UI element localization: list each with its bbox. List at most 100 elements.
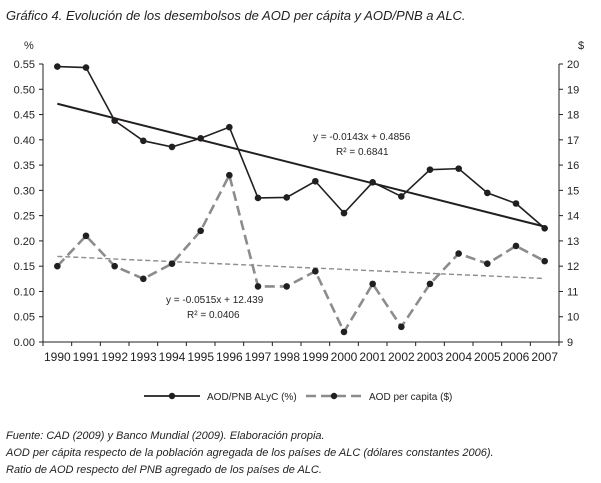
data-point-gnb [283, 194, 290, 201]
left-tick-label: 0.55 [14, 59, 35, 71]
x-tick-label: 2002 [388, 350, 415, 364]
left-tick-label: 0.15 [14, 261, 35, 273]
left-tick-label: 0.35 [14, 160, 35, 172]
data-point-gnb [226, 123, 233, 131]
footnote-per-capita: AOD per cápita respecto de la población … [6, 447, 494, 459]
legend-label-gnb: AOD/PNB ALyC (%) [207, 392, 297, 403]
legend-marker-pc [330, 392, 338, 400]
x-tick-label: 1994 [159, 350, 186, 364]
data-point-pc [54, 262, 61, 270]
data-point-pc [426, 280, 434, 288]
data-point-gnb [197, 135, 204, 142]
data-point-gnb [168, 143, 176, 151]
data-point-pc [512, 242, 520, 250]
left-tick-label: 0.05 [14, 312, 35, 324]
x-tick-label: 1999 [302, 350, 329, 364]
data-point-gnb [484, 189, 491, 197]
legend-label-pc: AOD per capita ($) [369, 392, 452, 403]
left-tick-label: 0.25 [14, 211, 35, 223]
data-point-gnb [111, 117, 118, 124]
trend-r2-gnb: R² = 0.6841 [336, 147, 389, 158]
left-tick-label: 0.40 [14, 135, 35, 147]
data-point-pc [140, 275, 147, 283]
data-point-pc [82, 232, 90, 240]
x-tick-label: 2003 [417, 350, 444, 364]
legend-marker-gnb [168, 392, 176, 400]
trend-r2-pc: R² = 0.0406 [187, 310, 240, 321]
left-tick-label: 0.45 [14, 110, 35, 122]
right-tick-label: 18 [567, 110, 579, 122]
x-tick-label: 2000 [331, 350, 358, 364]
x-tick-label: 2006 [503, 350, 530, 364]
series-line-gnb [57, 65, 546, 229]
left-axis-unit: % [24, 40, 34, 52]
x-tick-label: 1993 [130, 350, 157, 364]
right-tick-label: 16 [567, 160, 579, 172]
right-tick-label: 14 [567, 211, 579, 223]
data-point-pc [340, 328, 348, 336]
left-tick-label: 0.20 [14, 236, 35, 248]
x-tick-label: 2007 [531, 350, 558, 364]
data-point-pc [111, 262, 118, 270]
series-line-pc [56, 171, 546, 335]
right-tick-label: 17 [567, 135, 579, 147]
trend-equation-pc: y = -0.0515x + 12.439 [166, 295, 264, 306]
data-point-pc [398, 323, 405, 331]
data-point-pc [254, 283, 262, 290]
data-point-gnb [426, 166, 434, 173]
data-point-pc [484, 260, 491, 267]
data-point-gnb [340, 209, 348, 217]
x-tick-label: 2004 [445, 350, 472, 364]
data-point-pc [312, 267, 319, 275]
chart-title: Gráfico 4. Evolución de los desembolsos … [6, 8, 466, 23]
data-point-gnb [512, 200, 520, 207]
footnote-source: Fuente: CAD (2009) y Banco Mundial (2009… [6, 430, 325, 442]
trendlines [57, 102, 545, 280]
data-point-pc [168, 260, 176, 267]
data-point-gnb [455, 165, 462, 172]
data-point-gnb [398, 193, 405, 200]
data-point-gnb [312, 177, 319, 185]
x-tick-label: 1997 [245, 350, 272, 364]
x-tick-label: 1995 [187, 350, 214, 364]
data-point-pc [541, 257, 548, 265]
right-tick-label: 13 [567, 236, 579, 248]
data-point-gnb [82, 64, 90, 71]
data-point-pc [226, 171, 233, 179]
data-point-gnb [254, 194, 262, 202]
right-tick-label: 9 [567, 337, 573, 349]
x-tick-label: 1990 [44, 350, 71, 364]
data-point-pc [369, 280, 376, 288]
annotations: y = -0.0143x + 0.4856 R² = 0.6841 y = -0… [166, 132, 411, 321]
x-tick-label: 1998 [273, 350, 300, 364]
data-point-gnb [140, 137, 147, 145]
right-tick-label: 11 [567, 286, 578, 298]
right-tick-label: 10 [567, 312, 579, 324]
right-tick-label: 19 [567, 84, 579, 96]
data-point-pc [455, 250, 462, 257]
x-tick-label: 1996 [216, 350, 243, 364]
series-lines [56, 65, 546, 335]
trend-equation-gnb: y = -0.0143x + 0.4856 [313, 132, 411, 143]
left-tick-label: 0.50 [14, 84, 35, 96]
x-tick-label: 1991 [73, 350, 100, 364]
right-tick-label: 12 [567, 261, 579, 273]
data-point-pc [197, 227, 204, 235]
data-point-gnb [541, 224, 548, 232]
right-tick-label: 15 [567, 185, 579, 197]
trendline-gnb [57, 102, 545, 228]
x-tick-label: 2001 [359, 350, 386, 364]
trendline-pc [57, 255, 545, 280]
data-point-pc [283, 283, 290, 290]
left-tick-label: 0.30 [14, 185, 35, 197]
footnote-ratio: Ratio de AOD respecto del PNB agregado d… [6, 464, 322, 476]
left-tick-label: 0.00 [14, 337, 35, 349]
legend: AOD/PNB ALyC (%) AOD per capita ($) [144, 392, 452, 403]
right-axis-unit: $ [578, 40, 584, 52]
data-point-gnb [369, 178, 376, 186]
x-tick-label: 1992 [101, 350, 128, 364]
right-tick-label: 20 [567, 59, 579, 71]
axes: % $0.00 0.05 0.10 0.15 0.20 0.25 0.30 0.35 0.40 0.… [14, 40, 585, 364]
left-tick-label: 0.10 [14, 286, 35, 298]
